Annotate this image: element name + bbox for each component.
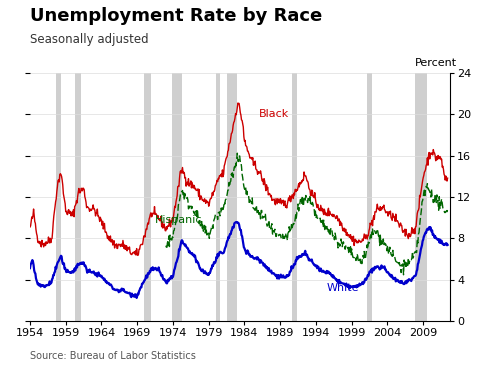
Bar: [368, 73, 372, 321]
Bar: [75, 73, 82, 321]
Bar: [292, 73, 296, 321]
Text: Unemployment Rate by Race: Unemployment Rate by Race: [30, 7, 322, 25]
Bar: [56, 73, 62, 321]
Text: Source: Bureau of Labor Statistics: Source: Bureau of Labor Statistics: [30, 351, 196, 361]
Bar: [144, 73, 151, 321]
Bar: [416, 73, 428, 321]
Bar: [172, 73, 182, 321]
Bar: [216, 73, 220, 321]
Text: Hispanic: Hispanic: [155, 215, 202, 225]
Bar: [228, 73, 236, 321]
Text: Seasonally adjusted: Seasonally adjusted: [30, 33, 148, 46]
Text: White: White: [326, 283, 359, 293]
Text: Black: Black: [259, 110, 289, 119]
Text: Percent: Percent: [416, 58, 458, 68]
